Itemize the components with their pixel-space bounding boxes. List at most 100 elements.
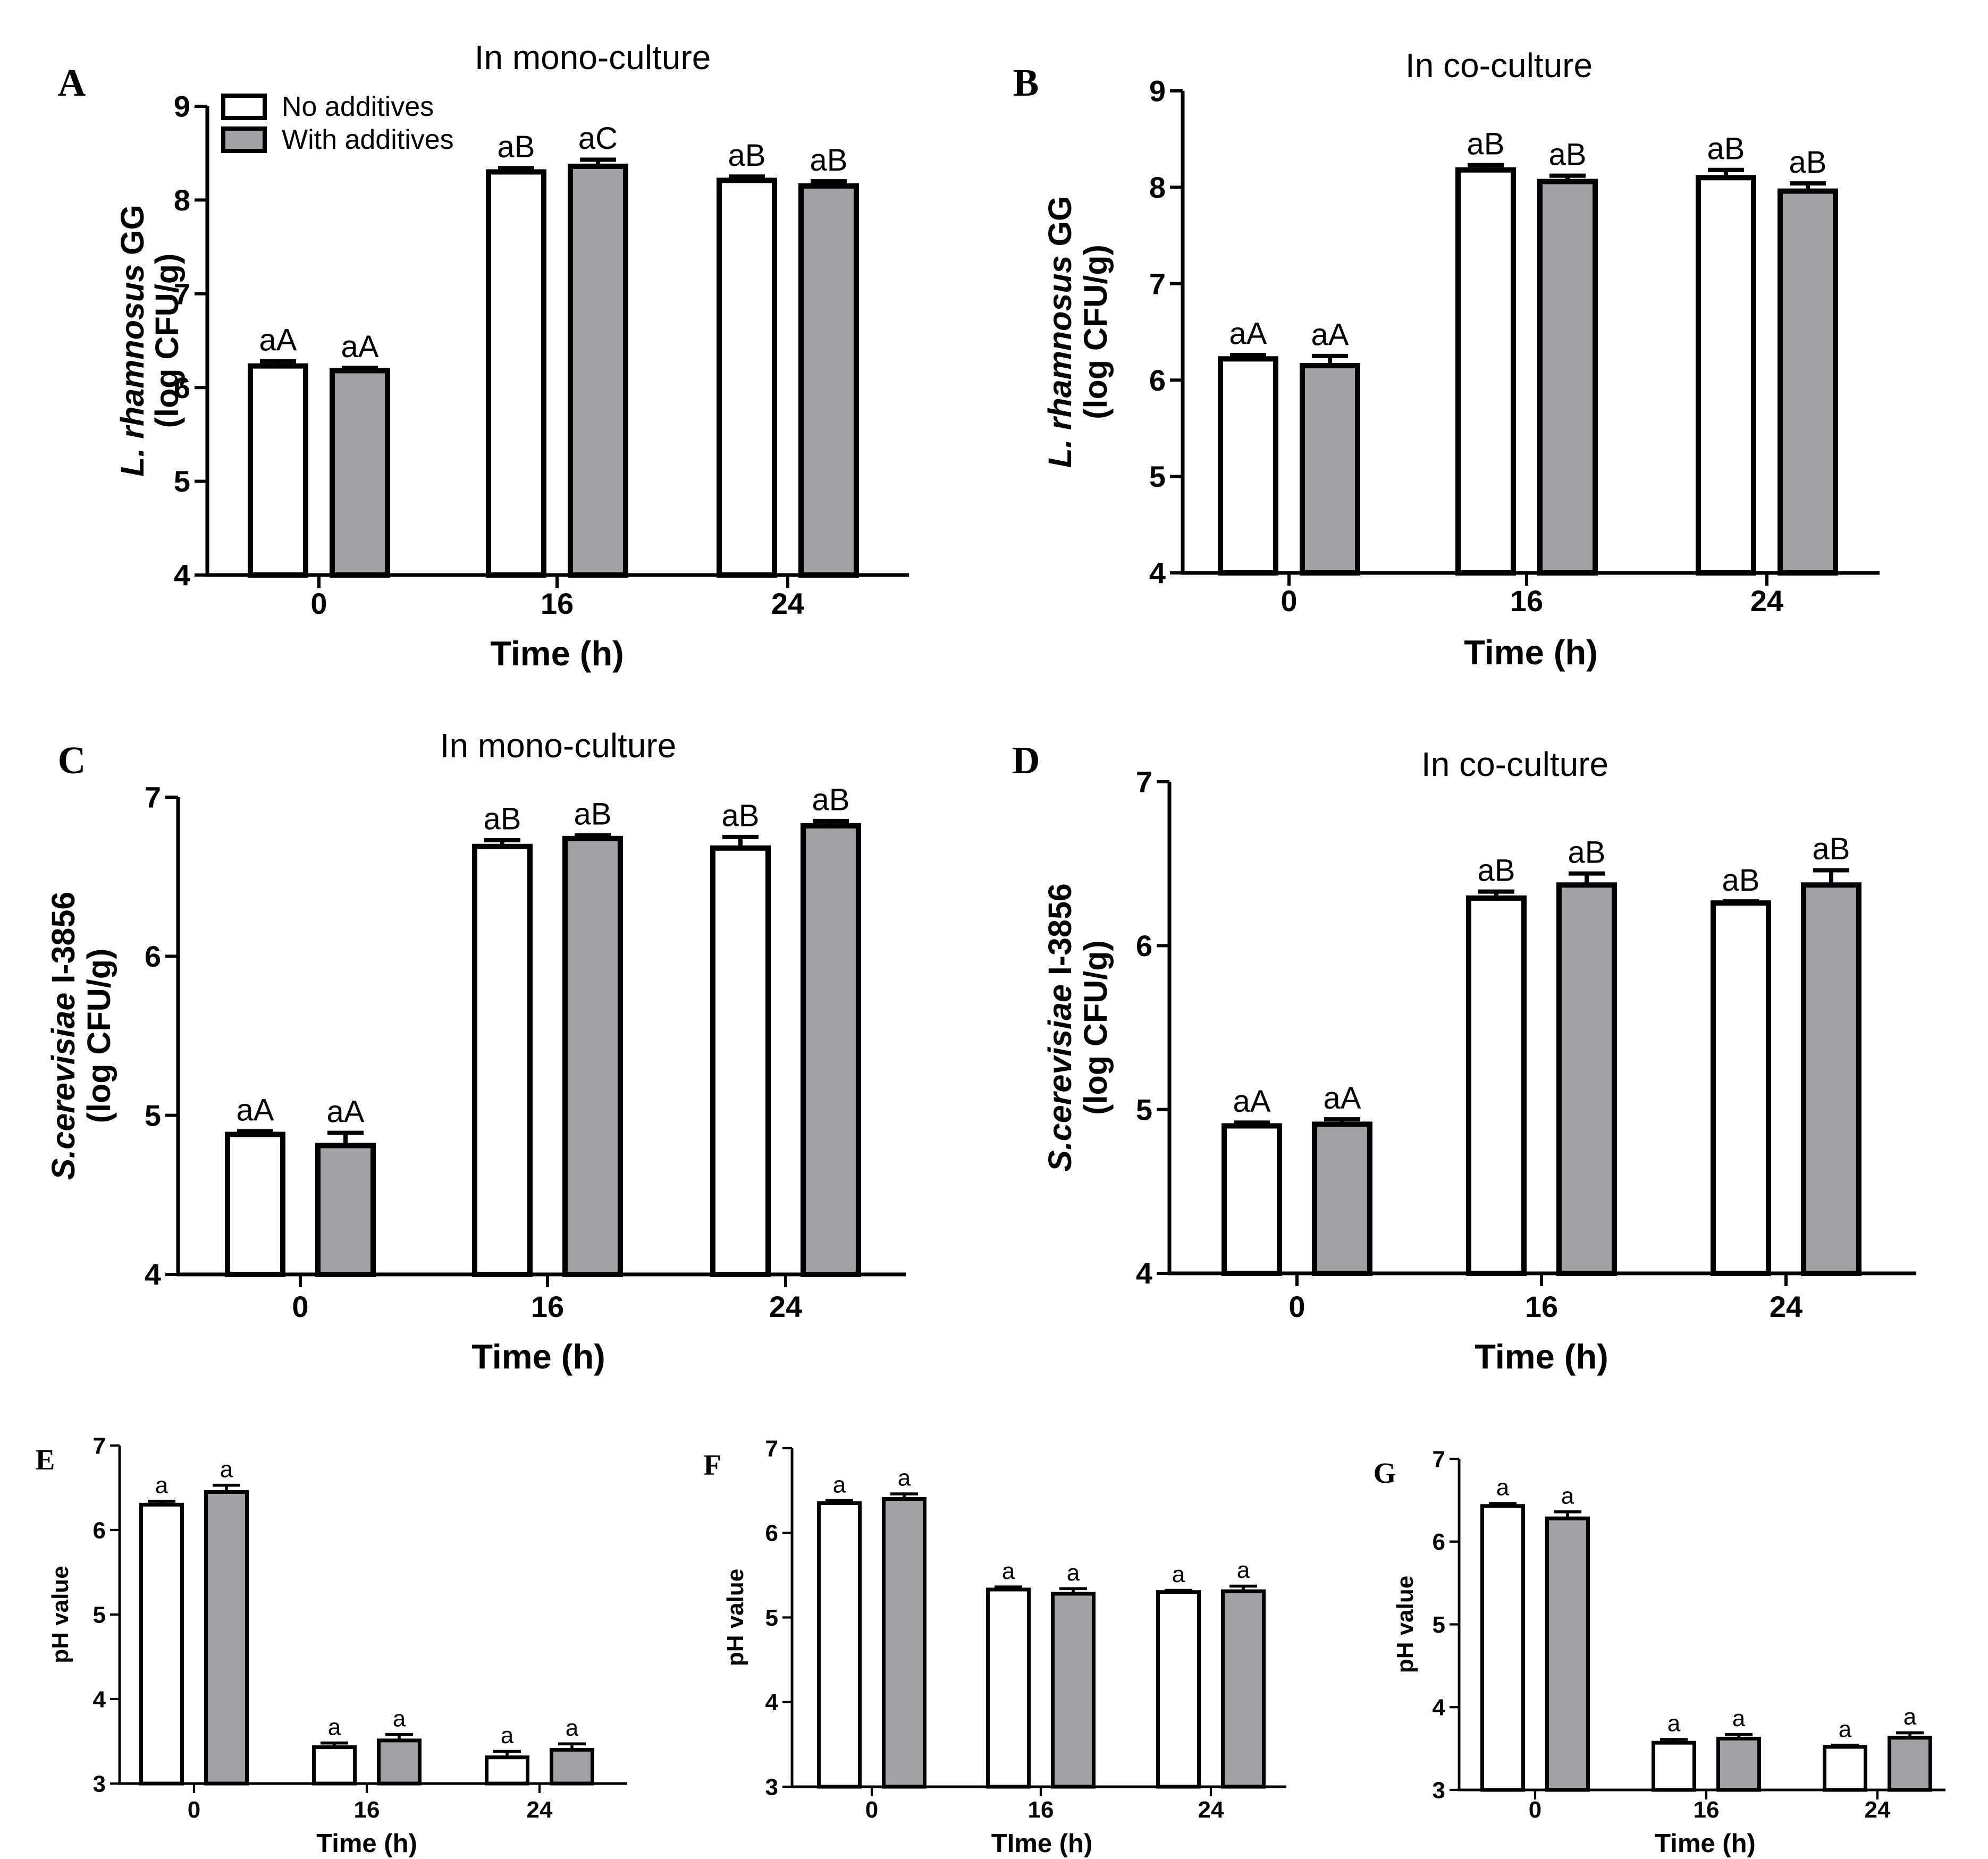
x-axis-label: TIme (h)	[991, 1829, 1093, 1858]
x-tick-label: 0	[310, 587, 327, 620]
bar-with-additives-0h	[204, 1490, 249, 1786]
x-tick-label: 24	[1198, 1797, 1224, 1823]
y-tick-label: 4	[765, 1689, 779, 1716]
y-axis-label: S.cerevisiae I-3856	[1042, 883, 1078, 1172]
bar-with-additives-16h	[568, 163, 628, 578]
x-tick-label: 0	[1281, 584, 1297, 618]
bar-with-additives-0h	[1545, 1516, 1590, 1792]
significance-label: a	[393, 1705, 406, 1731]
x-tick-label: 24	[769, 1290, 802, 1323]
chart-title: In co-culture	[1421, 745, 1608, 783]
y-tick-label: 7	[1136, 765, 1152, 799]
significance-label: a	[1839, 1716, 1852, 1742]
bar-no-additives-16h	[312, 1745, 357, 1786]
bar-no-additives-16h	[486, 169, 546, 578]
significance-label: a	[1667, 1711, 1681, 1737]
panel-letter: A	[58, 61, 86, 104]
significance-label: aA	[327, 1094, 365, 1129]
x-tick-label: 24	[527, 1797, 553, 1823]
x-tick-label: 16	[1694, 1797, 1720, 1823]
y-axis-label: S.cerevisiae I-3856	[45, 892, 81, 1180]
significance-label: aB	[1568, 835, 1606, 869]
significance-label: a	[1237, 1557, 1250, 1583]
significance-label: aB	[1722, 863, 1760, 898]
significance-label: aA	[1229, 317, 1267, 351]
y-tick-label: 9	[1149, 74, 1166, 108]
significance-label: aA	[341, 329, 379, 364]
bar-no-additives-24h	[717, 178, 777, 578]
significance-label: aC	[578, 121, 618, 156]
bar-no-additives-16h	[1652, 1740, 1696, 1792]
significance-label: aB	[1467, 126, 1505, 161]
significance-label: aB	[1813, 832, 1850, 866]
panel-letter: C	[58, 739, 86, 782]
chart-title: In mono-culture	[440, 726, 677, 765]
y-tick-label: 6	[93, 1517, 106, 1543]
panel-letter: B	[1013, 61, 1039, 104]
chart-title: In co-culture	[1405, 46, 1593, 84]
y-axis-label: pH value	[722, 1569, 748, 1666]
y-tick-label: 7	[1149, 267, 1166, 300]
bar-with-additives-16h	[1537, 179, 1598, 576]
bar-with-additives-0h	[1300, 362, 1360, 576]
significance-label: aB	[1478, 853, 1515, 888]
significance-label: aA	[1324, 1081, 1361, 1116]
significance-label: a	[833, 1472, 846, 1498]
y-axis-label: pH value	[47, 1566, 73, 1663]
panel-e: E 3 4 5 6 7 0 16 24 Time (h) pH value a a a a a a	[36, 1433, 627, 1858]
y-tick-label: 6	[145, 940, 161, 973]
x-axis-label: Time (h)	[1655, 1829, 1756, 1858]
bar-with-additives-24h	[1221, 1589, 1266, 1789]
y-tick-label: 5	[145, 1098, 161, 1132]
bar-no-additives-16h	[1455, 167, 1516, 576]
y-tick-label: 6	[1149, 364, 1166, 397]
y-tick-label: 5	[1149, 460, 1166, 493]
significance-label: aB	[1549, 137, 1587, 172]
y-tick-label: 3	[765, 1774, 778, 1800]
bar-with-additives-24h	[1888, 1736, 1932, 1792]
x-tick-label: 24	[1770, 1290, 1802, 1323]
x-tick-label: 24	[1865, 1797, 1891, 1823]
y-tick-label: 6	[1136, 929, 1152, 962]
legend-swatch-with-additives	[221, 126, 267, 153]
bar-with-additives-24h	[798, 183, 859, 578]
significance-label: aA	[237, 1093, 274, 1127]
significance-label: aB	[722, 799, 760, 833]
y-tick-label: 7	[1433, 1446, 1445, 1472]
significance-label: aB	[810, 143, 848, 178]
panel-letter: G	[1374, 1457, 1396, 1489]
bar-with-additives-0h	[315, 1143, 376, 1278]
x-tick-label: 16	[531, 1290, 564, 1323]
y-tick-label: 4	[93, 1686, 106, 1712]
y-tick-label: 4	[174, 559, 190, 592]
y-tick-label: 5	[93, 1602, 106, 1628]
x-tick-label: 16	[541, 587, 574, 620]
panel-d: D In co-culture 4 5 6 7 0 16 24 Time (h) S.cerevis…	[1012, 739, 1916, 1376]
y-tick-label: 3	[1433, 1777, 1445, 1803]
x-tick-label: 0	[865, 1797, 878, 1823]
bar-with-additives-24h	[1801, 882, 1861, 1276]
bar-with-additives-0h	[330, 368, 390, 578]
y-tick-label: 8	[174, 183, 190, 217]
significance-label: aB	[812, 783, 850, 817]
y-tick-label: 4	[1149, 556, 1166, 590]
bar-no-additives-0h	[248, 363, 308, 578]
y-axis-label: L. rhamnosus GG	[114, 205, 150, 477]
panel-a: A In mono-culture 4 5 6 7 8 9 0 16 24 Time (h) L. rh…	[58, 38, 909, 673]
x-tick-label: 16	[1525, 1290, 1558, 1323]
x-axis-label: Time (h)	[1464, 633, 1598, 672]
panel-c: C In mono-culture 4 5 6 7 0 16 24 Time (h) S.cerev…	[45, 726, 906, 1376]
significance-label: aB	[498, 130, 535, 164]
significance-label: a	[1903, 1704, 1917, 1730]
x-tick-label: 0	[1288, 1290, 1305, 1323]
bar-no-additives-0h	[139, 1502, 184, 1786]
x-tick-label: 16	[1510, 584, 1543, 618]
significance-label: a	[220, 1456, 233, 1482]
significance-label: a	[1172, 1561, 1185, 1587]
y-tick-label: 4	[1136, 1257, 1152, 1290]
significance-label: a	[1002, 1558, 1015, 1584]
panel-letter: E	[36, 1443, 55, 1476]
significance-label: a	[1732, 1705, 1746, 1731]
significance-label: a	[1496, 1475, 1510, 1501]
